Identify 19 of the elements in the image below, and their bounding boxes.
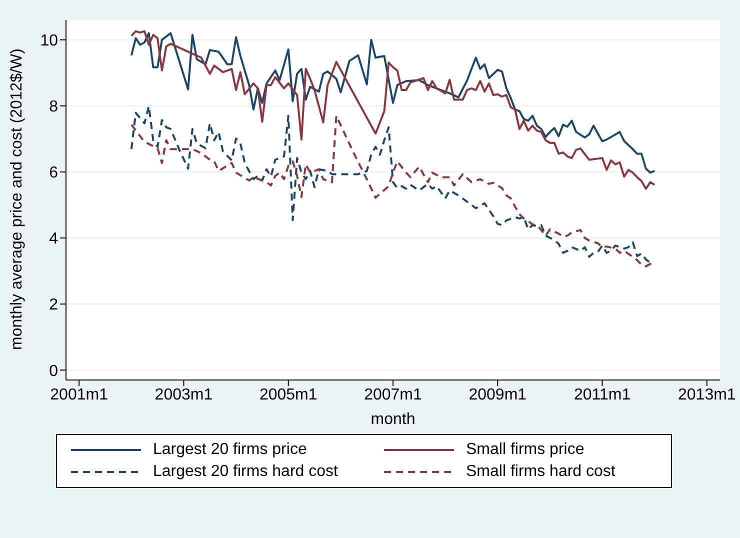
legend-label: Largest 20 firms price: [153, 441, 307, 459]
x-tick-label: 2011m1: [574, 386, 631, 404]
y-tick-label: 8: [49, 98, 58, 116]
x-tick-label: 2009m1: [468, 386, 527, 404]
x-axis-title: month: [370, 411, 416, 428]
y-axis-title: monthly average price and cost (2012$/W): [8, 48, 26, 350]
y-tick-label: 0: [49, 362, 58, 380]
y-tick-label: 4: [49, 230, 58, 248]
legend-label: Largest 20 firms hard cost: [153, 463, 338, 481]
x-tick-label: 2005m1: [259, 386, 318, 404]
legend-label: Small firms hard cost: [466, 463, 616, 481]
x-tick-label: 2003m1: [154, 386, 213, 404]
legend-label: Small firms price: [466, 441, 584, 459]
x-tick-label: 2013m1: [678, 386, 736, 404]
x-tick-label: 2007m1: [364, 386, 422, 404]
y-tick-label: 10: [40, 32, 58, 50]
y-tick-label: 2: [49, 296, 58, 314]
x-tick-label: 2001m1: [50, 386, 108, 404]
y-tick-label: 6: [49, 164, 58, 182]
